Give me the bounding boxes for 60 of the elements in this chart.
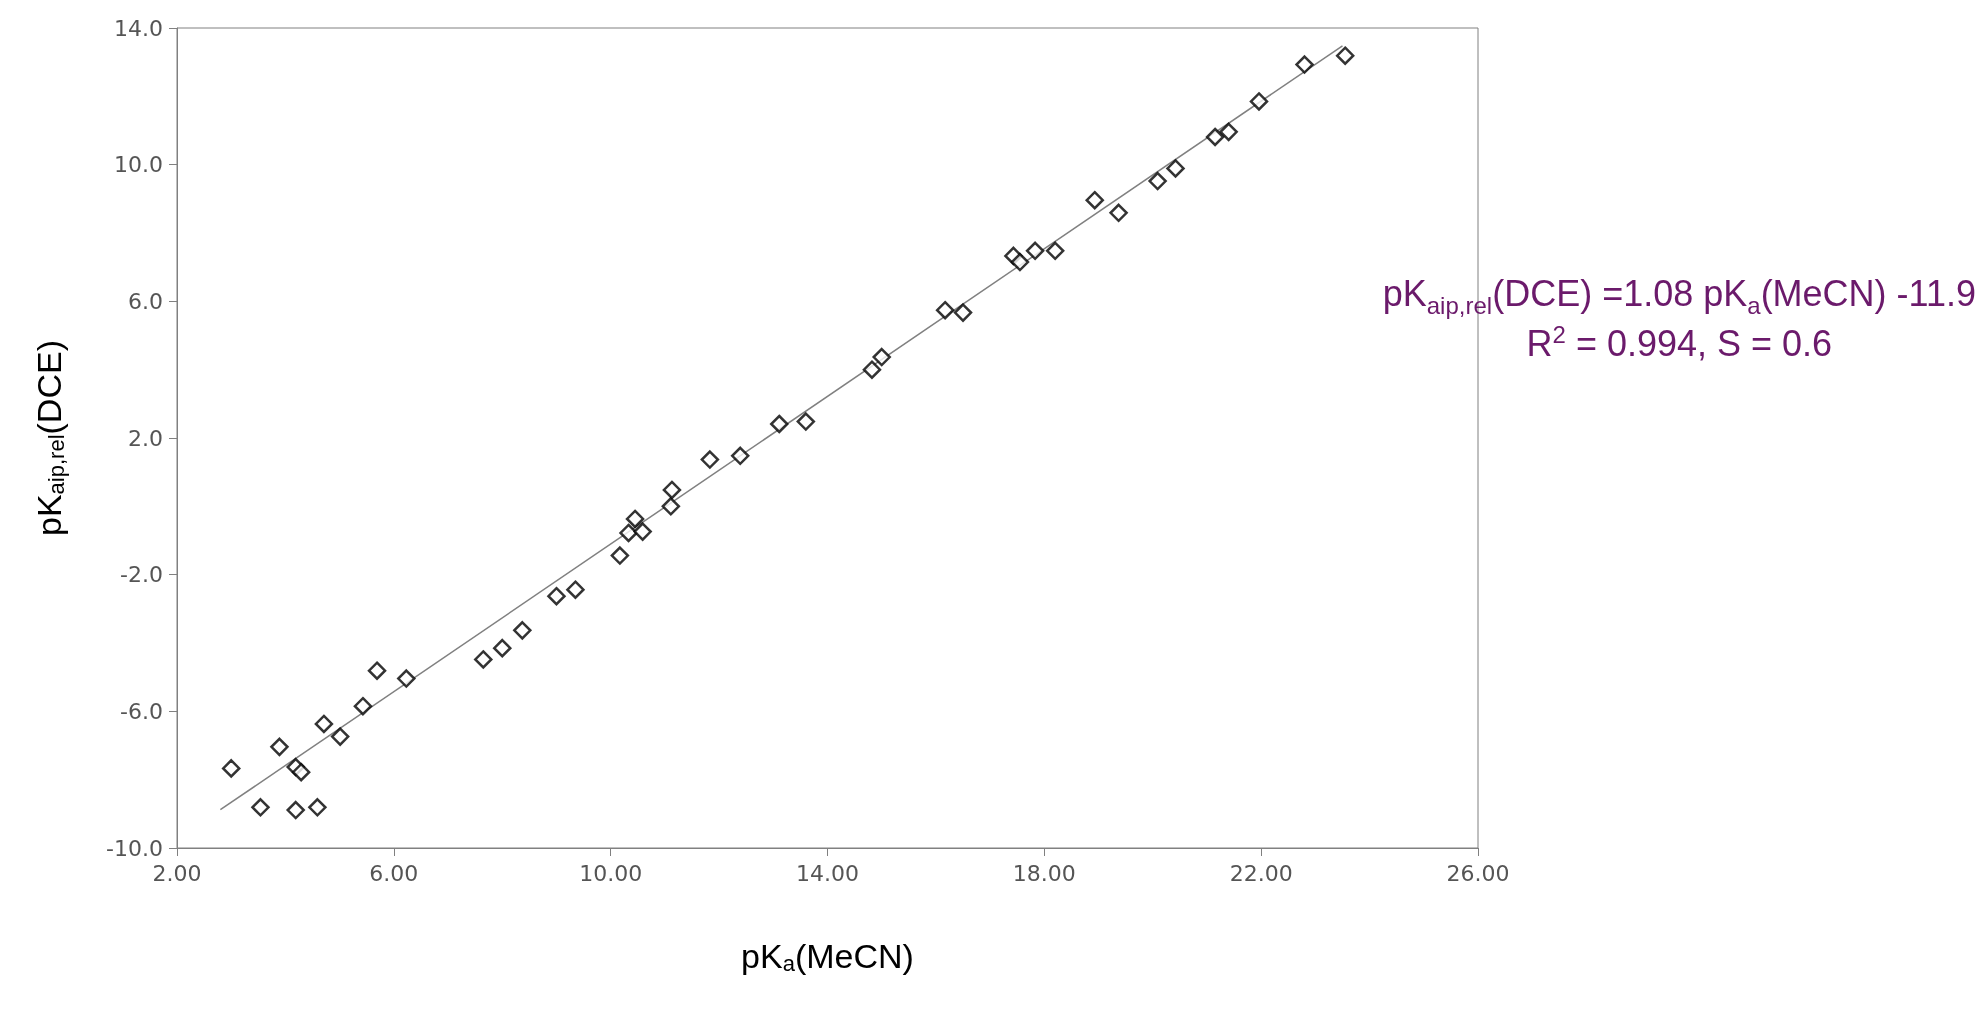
y-tick-label: 10.0 [114,152,163,178]
y-axis-title: pKaip,rel(DCE) [30,340,69,536]
point [662,480,682,500]
point [270,737,289,757]
point [770,414,789,434]
point [700,450,720,469]
point [1295,55,1314,74]
point [513,621,532,640]
x-tick-label: 22.00 [1229,860,1293,886]
point [221,759,241,778]
x-tick-label: 18.00 [1012,860,1076,886]
point [1205,127,1225,147]
point [935,300,955,320]
point [286,800,305,820]
point [330,727,350,746]
y-tick-label: -6.0 [120,698,163,724]
point [625,509,645,529]
point [619,523,638,543]
point [547,586,566,606]
point [730,446,750,466]
y-tick-label: 6.0 [128,288,163,314]
point [862,360,882,379]
x-tick-label: 26.00 [1446,860,1510,886]
y-tick-label: 2.0 [128,425,163,451]
point [661,497,681,516]
point [633,522,652,541]
point [1249,92,1269,111]
x-tick-label: 2.00 [152,860,202,886]
x-tick-label: 6.00 [369,860,419,886]
point [474,650,493,669]
point [308,798,327,817]
y-tick-label: -10.0 [106,835,163,861]
point [353,696,373,716]
point [610,546,630,565]
point [1219,122,1238,142]
point [1085,190,1104,210]
point [566,580,585,599]
point [493,638,512,658]
x-tick-label: 14.00 [796,860,859,886]
point [872,347,891,367]
y-tick-label: 14.0 [114,15,163,41]
y-tick-label: -2.0 [120,562,163,588]
point [1109,203,1128,223]
text: R$^{2}$ = 0.994, S = 0.6 [1525,320,1834,366]
point [291,762,311,782]
point [397,669,416,688]
point [367,661,387,680]
annotation: pK$_{aip,rel}$(DCE) =1.08 pK$_{a}$(MeCN) -11.9 [1382,272,1976,321]
point [1045,241,1065,261]
point [251,798,270,817]
point [953,303,973,322]
point [1335,46,1355,65]
x-tick-label: 10.00 [579,860,643,886]
point [1025,241,1045,261]
point [1148,171,1167,191]
point [796,412,816,431]
point [1010,252,1030,272]
point [314,714,334,734]
x-axis-title: pKa(MeCN) [741,937,914,976]
point [1166,159,1185,178]
